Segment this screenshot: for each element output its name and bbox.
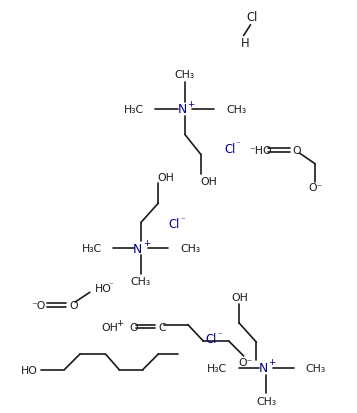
Text: O: O xyxy=(293,146,301,156)
Text: +: + xyxy=(116,318,124,328)
Text: Cl: Cl xyxy=(168,218,180,230)
Text: ⁻O: ⁻O xyxy=(31,300,45,310)
Text: OH: OH xyxy=(231,292,248,302)
Text: CH₃: CH₃ xyxy=(180,244,200,254)
Text: ⁻: ⁻ xyxy=(217,330,222,339)
Text: N: N xyxy=(133,242,142,255)
Text: CH₃: CH₃ xyxy=(226,105,246,115)
Text: O: O xyxy=(69,300,78,310)
Text: HO: HO xyxy=(95,284,112,294)
Text: O: O xyxy=(129,322,138,332)
Text: H₃C: H₃C xyxy=(124,105,144,115)
Text: ⁻: ⁻ xyxy=(109,280,113,289)
Text: H: H xyxy=(241,37,249,50)
Text: CH₃: CH₃ xyxy=(256,396,276,406)
Text: OH: OH xyxy=(158,172,175,182)
Text: Cl: Cl xyxy=(205,332,217,345)
Text: N: N xyxy=(177,103,187,116)
Text: OH: OH xyxy=(200,177,217,187)
Text: H₃C: H₃C xyxy=(207,363,227,373)
Text: ⁻: ⁻ xyxy=(236,140,241,150)
Text: Cl: Cl xyxy=(224,142,235,155)
Text: CH₃: CH₃ xyxy=(131,277,151,287)
Text: +: + xyxy=(187,100,194,108)
Text: +: + xyxy=(143,238,150,247)
Text: H₃C: H₃C xyxy=(81,244,102,254)
Text: HO: HO xyxy=(21,365,38,375)
Text: CH₃: CH₃ xyxy=(305,363,326,373)
Text: N: N xyxy=(258,361,268,374)
Text: C: C xyxy=(159,322,166,332)
Text: Cl: Cl xyxy=(247,11,258,24)
Text: ⁻: ⁻ xyxy=(180,216,185,225)
Text: ⁻HO: ⁻HO xyxy=(250,146,272,156)
Text: CH₃: CH₃ xyxy=(175,69,195,80)
Text: O⁻: O⁻ xyxy=(308,183,322,193)
Text: OH: OH xyxy=(102,322,119,332)
Text: O⁻: O⁻ xyxy=(238,357,253,367)
Text: +: + xyxy=(268,358,276,366)
